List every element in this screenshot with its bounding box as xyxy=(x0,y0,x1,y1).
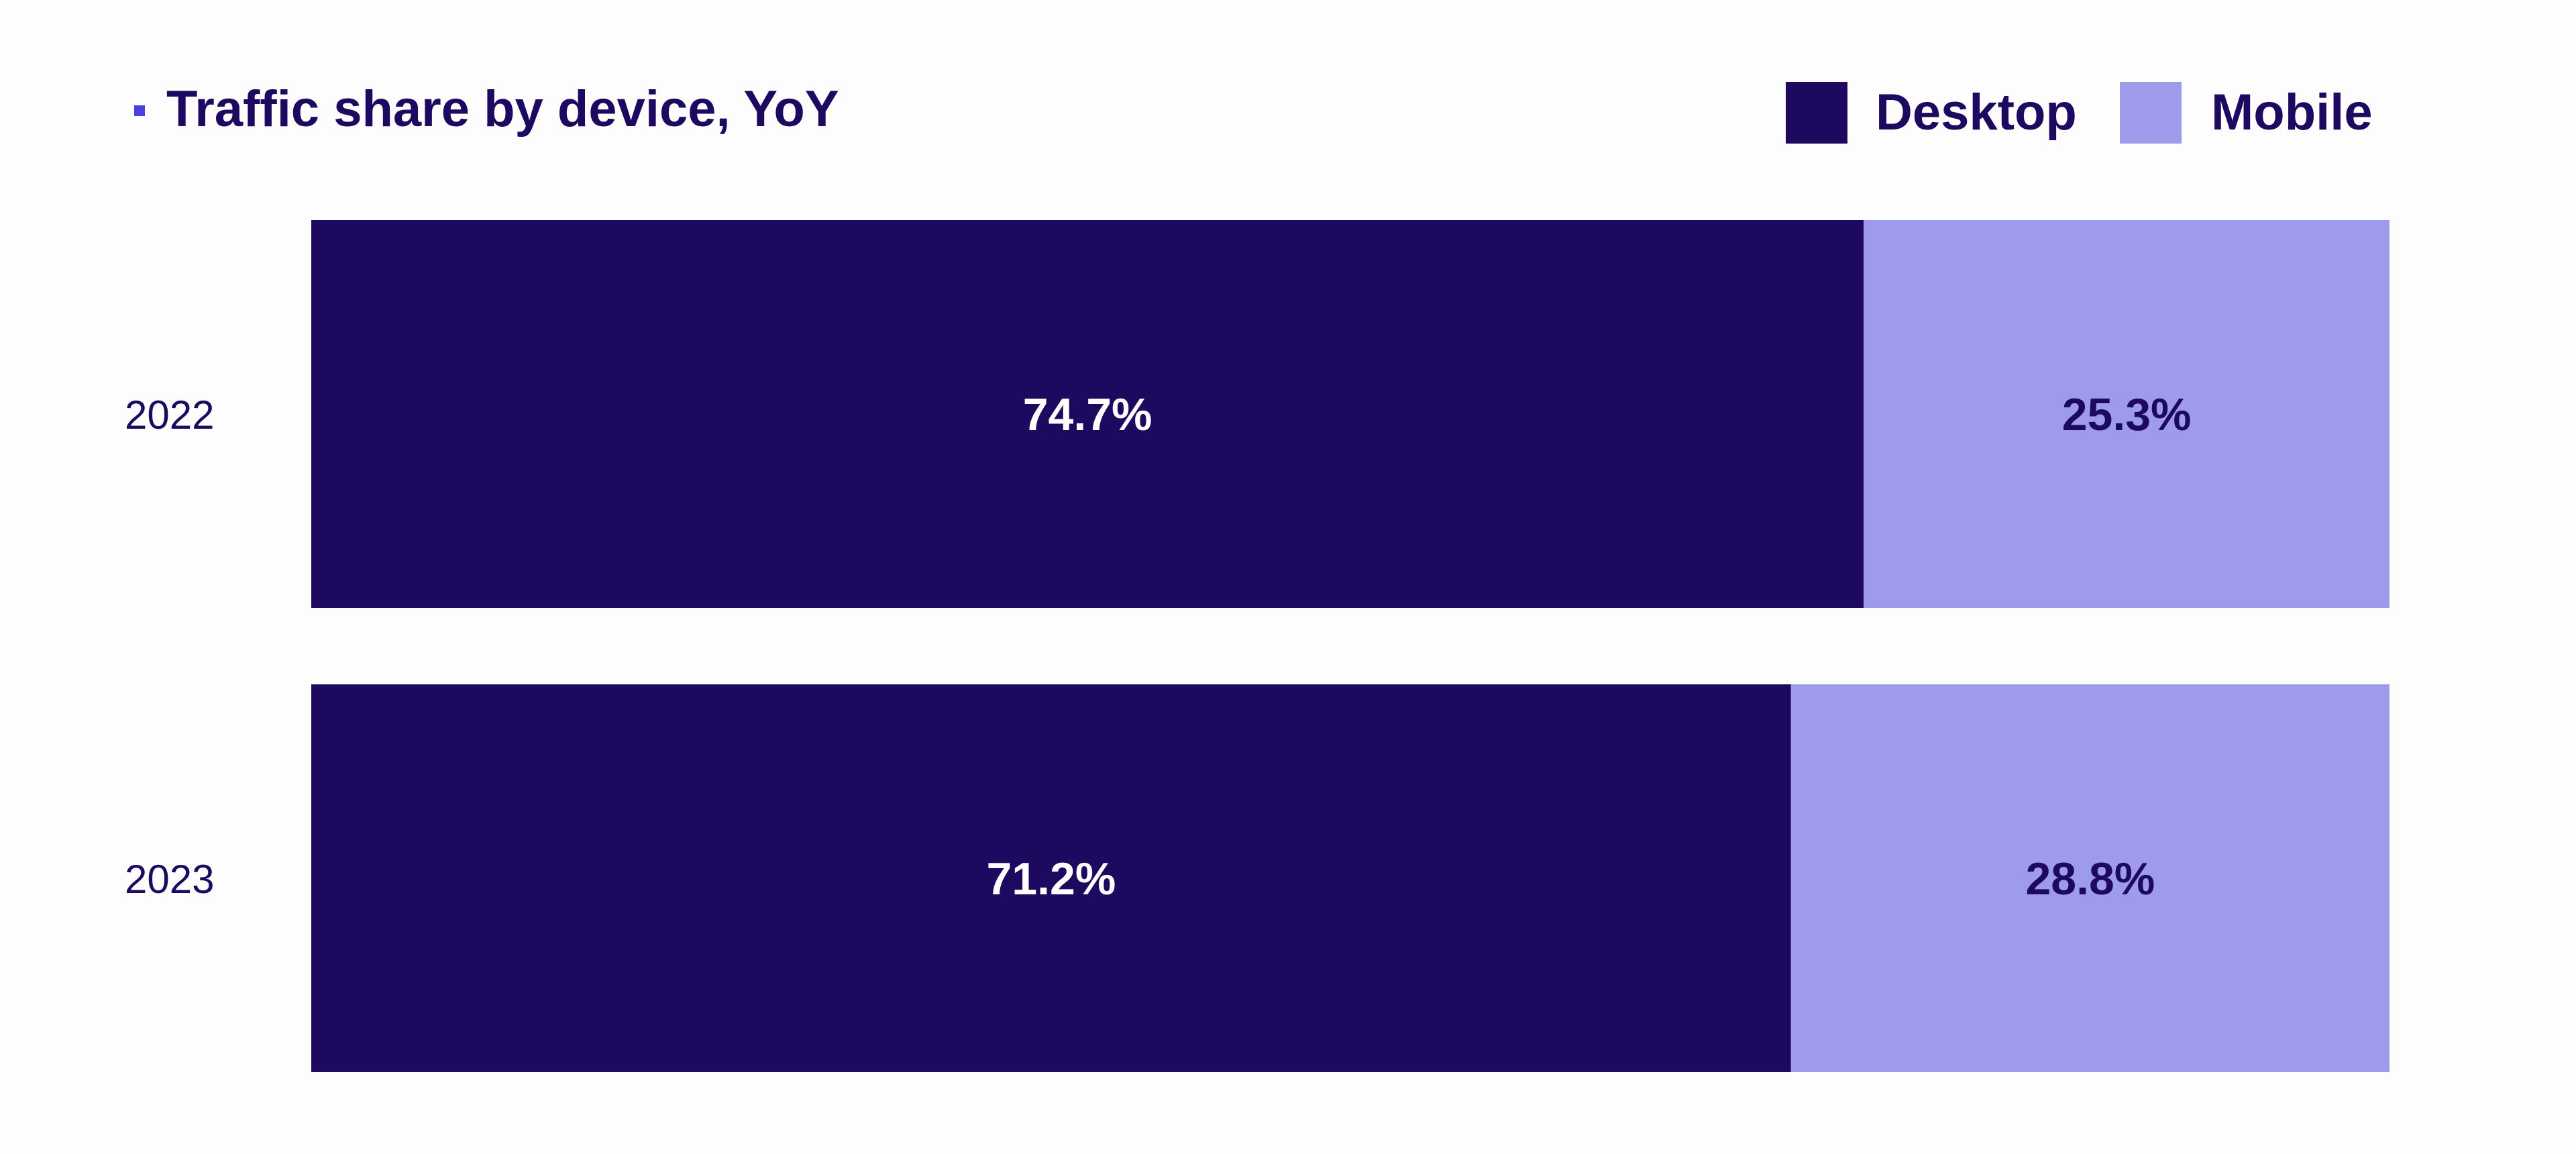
chart-title-group: Traffic share by device, YoY xyxy=(134,81,839,138)
bar-mobile-2022 xyxy=(1864,220,2390,608)
bar-desktop-2022 xyxy=(311,220,1864,608)
category-label-2022: 2022 xyxy=(125,392,214,437)
data-label-mobile-2023: 28.8% xyxy=(2025,853,2155,904)
legend-swatch-mobile xyxy=(2120,82,2182,144)
category-labels: 2022 2023 xyxy=(125,392,214,902)
category-label-2023: 2023 xyxy=(125,857,214,902)
legend-swatch-desktop xyxy=(1786,82,1847,144)
bar-desktop-2023 xyxy=(311,684,1791,1072)
legend: Desktop Mobile xyxy=(1786,82,2373,144)
data-label-desktop-2022: 74.7% xyxy=(1023,389,1152,440)
bar-mobile-2023 xyxy=(1790,684,2390,1072)
chart-title: Traffic share by device, YoY xyxy=(166,81,839,138)
legend-label-mobile: Mobile xyxy=(2211,84,2373,141)
legend-label-desktop: Desktop xyxy=(1876,84,2077,141)
bars: 74.7% 25.3% 71.2% 28.8% xyxy=(311,220,2390,1072)
title-bullet-icon xyxy=(134,105,145,116)
data-label-mobile-2022: 25.3% xyxy=(2062,389,2192,440)
data-label-desktop-2023: 71.2% xyxy=(986,853,1116,904)
